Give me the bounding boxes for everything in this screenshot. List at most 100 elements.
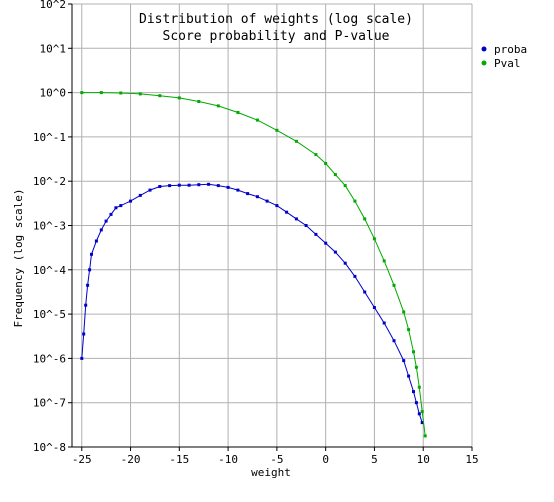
data-point bbox=[324, 241, 328, 245]
data-point bbox=[99, 91, 103, 95]
data-point bbox=[414, 401, 418, 405]
y-tick-label: 10^-7 bbox=[33, 397, 66, 410]
x-tick-labels: -25 -20 -15 -10 -5 0 5 10 15 bbox=[72, 453, 479, 466]
data-point bbox=[158, 94, 162, 98]
data-point bbox=[246, 192, 250, 196]
data-point bbox=[216, 104, 220, 108]
data-point bbox=[119, 204, 123, 208]
data-point bbox=[90, 252, 93, 256]
series-line bbox=[81, 92, 426, 436]
data-point bbox=[402, 359, 406, 363]
data-point bbox=[417, 385, 421, 389]
data-point bbox=[148, 188, 152, 192]
series-pval bbox=[80, 91, 427, 438]
data-point bbox=[114, 206, 118, 210]
data-point bbox=[294, 139, 298, 143]
y-tick-label: 10^-2 bbox=[33, 175, 66, 188]
data-point bbox=[294, 217, 298, 221]
data-point bbox=[423, 434, 427, 438]
chart-subtitle: Score probability and P-value bbox=[163, 29, 390, 44]
data-point bbox=[84, 303, 88, 307]
data-point bbox=[333, 250, 337, 254]
y-tick-labels: 10^-8 10^-7 10^-6 10^-5 10^-4 10^-3 10^-2 10^-1… bbox=[33, 0, 66, 454]
data-point bbox=[372, 306, 376, 309]
x-tick-label: -20 bbox=[121, 453, 141, 466]
legend-entry: Pval bbox=[494, 57, 521, 70]
data-point bbox=[363, 217, 367, 221]
data-point bbox=[414, 365, 418, 369]
y-tick-label: 10^-3 bbox=[33, 220, 66, 233]
data-point bbox=[187, 183, 191, 187]
y-tick-label: 10^0 bbox=[40, 87, 67, 100]
legend-entry: proba bbox=[494, 43, 527, 56]
data-point bbox=[255, 118, 259, 122]
x-axis-label: weight bbox=[251, 466, 291, 479]
y-axis-label: Frequency (log scale) bbox=[12, 188, 25, 327]
data-point bbox=[420, 410, 424, 414]
x-tick-label: -15 bbox=[169, 453, 189, 466]
legend-marker bbox=[481, 60, 487, 66]
data-point bbox=[138, 193, 142, 197]
data-point bbox=[392, 339, 396, 343]
data-point bbox=[275, 128, 279, 132]
data-point bbox=[402, 310, 406, 314]
data-point bbox=[197, 100, 201, 103]
x-tick-label: 15 bbox=[465, 453, 478, 466]
data-point bbox=[99, 228, 103, 232]
data-point bbox=[412, 350, 415, 354]
x-tick-label: 0 bbox=[322, 453, 329, 466]
data-point bbox=[226, 185, 230, 189]
data-point bbox=[314, 153, 318, 157]
data-point bbox=[382, 321, 386, 325]
series-line bbox=[81, 183, 423, 423]
series-proba bbox=[80, 182, 424, 425]
data-point bbox=[236, 188, 240, 192]
chart-title: Distribution of weights (log scale) bbox=[139, 12, 413, 27]
data-point bbox=[119, 91, 123, 95]
legend-marker bbox=[481, 46, 487, 52]
data-point bbox=[412, 390, 415, 394]
data-point bbox=[168, 184, 172, 188]
series bbox=[80, 91, 427, 438]
data-point bbox=[197, 183, 201, 187]
data-point bbox=[86, 283, 90, 287]
data-point bbox=[420, 421, 424, 425]
data-point bbox=[88, 268, 92, 272]
data-point bbox=[158, 185, 162, 188]
data-point bbox=[255, 195, 259, 199]
y-tick-label: 10^-4 bbox=[33, 264, 66, 277]
data-point bbox=[407, 328, 411, 332]
x-tick-label: 5 bbox=[371, 453, 378, 466]
data-point bbox=[392, 283, 396, 287]
y-tick-label: 10^-8 bbox=[33, 441, 66, 454]
data-point bbox=[265, 199, 269, 203]
data-point bbox=[343, 184, 347, 188]
x-tick-label: -10 bbox=[218, 453, 238, 466]
data-point bbox=[104, 219, 108, 223]
data-point bbox=[207, 182, 211, 186]
data-point bbox=[236, 111, 240, 114]
data-point bbox=[216, 184, 220, 188]
data-point bbox=[275, 204, 279, 208]
data-point bbox=[372, 237, 376, 241]
data-point bbox=[333, 173, 337, 177]
x-tick-label: -25 bbox=[72, 453, 92, 466]
data-point bbox=[407, 374, 411, 378]
data-point bbox=[304, 224, 308, 227]
data-point bbox=[353, 199, 357, 203]
data-point bbox=[382, 259, 386, 263]
data-point bbox=[129, 199, 132, 203]
data-point bbox=[343, 261, 347, 265]
data-point bbox=[82, 332, 86, 336]
data-point bbox=[353, 274, 357, 278]
grid bbox=[72, 3, 473, 448]
y-tick-label: 10^-1 bbox=[33, 131, 66, 144]
data-point bbox=[177, 183, 181, 187]
axes bbox=[68, 3, 473, 451]
data-point bbox=[363, 290, 367, 294]
data-point bbox=[94, 239, 98, 243]
y-tick-label: 10^2 bbox=[40, 0, 67, 11]
data-point bbox=[177, 96, 181, 100]
y-tick-label: 10^-5 bbox=[33, 308, 66, 321]
